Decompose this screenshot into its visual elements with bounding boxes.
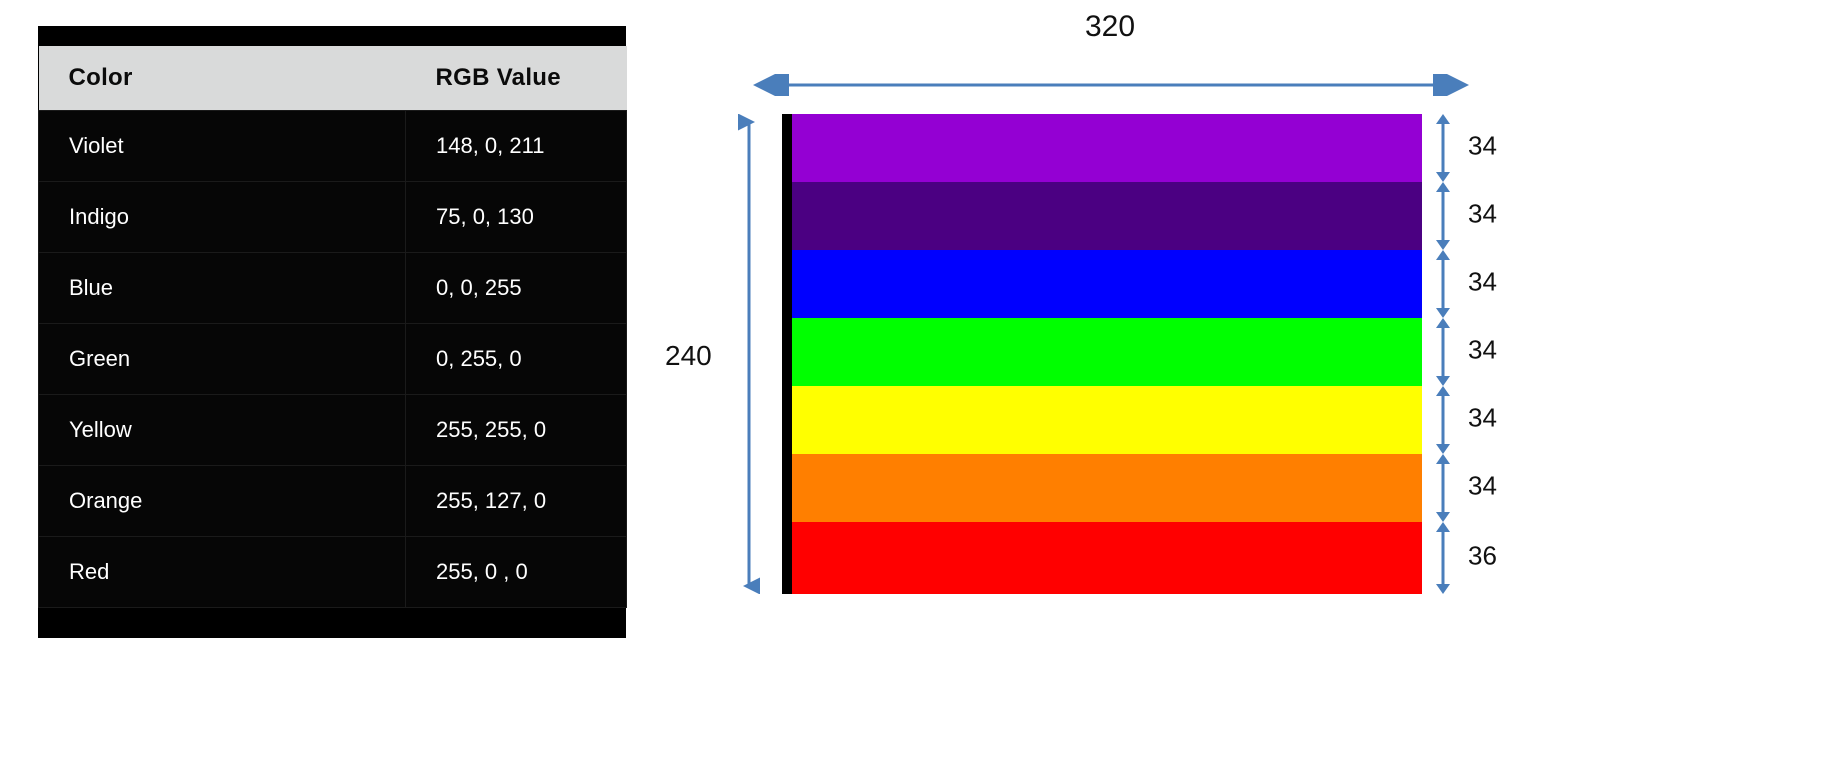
band-height-value: 34 [1468,403,1497,434]
width-arrow [751,74,1471,96]
rainbow-band [792,454,1422,522]
table-header-row: Color RGB Value [39,46,627,111]
cell-rgb-value: 255, 127, 0 [406,466,627,537]
band-height-value: 34 [1468,131,1497,162]
band-height-value: 34 [1468,335,1497,366]
cell-color-name: Orange [39,466,406,537]
band-height-arrow: 34 [1428,250,1518,318]
cell-color-name: Green [39,324,406,395]
band-height-arrow: 36 [1428,522,1518,594]
rainbow-band [792,386,1422,454]
rgb-table: Color RGB Value Violet148, 0, 211Indigo7… [38,46,627,608]
cell-rgb-value: 0, 255, 0 [406,324,627,395]
band-height-arrow: 34 [1428,114,1518,182]
cell-rgb-value: 75, 0, 130 [406,182,627,253]
rainbow-band [792,114,1422,182]
band-height-arrow: 34 [1428,182,1518,250]
cell-rgb-value: 255, 0 , 0 [406,537,627,608]
cell-color-name: Red [39,537,406,608]
table-row: Yellow255, 255, 0 [39,395,627,466]
height-label: 240 [665,340,712,372]
rainbow-band [792,522,1422,594]
cell-color-name: Blue [39,253,406,324]
band-height-arrow: 34 [1428,454,1518,522]
band-height-arrow: 34 [1428,318,1518,386]
cell-rgb-value: 255, 255, 0 [406,395,627,466]
band-height-value: 34 [1468,471,1497,502]
width-label: 320 [1030,10,1190,44]
band-height-value: 34 [1468,199,1497,230]
rainbow-band [792,250,1422,318]
col-header-rgb: RGB Value [406,46,627,111]
height-arrow [738,114,760,594]
rainbow-band [792,182,1422,250]
table-row: Orange255, 127, 0 [39,466,627,537]
cell-color-name: Indigo [39,182,406,253]
band-height-value: 34 [1468,267,1497,298]
band-height-value: 36 [1468,541,1497,572]
cell-rgb-value: 0, 0, 255 [406,253,627,324]
cell-rgb-value: 148, 0, 211 [406,111,627,182]
table-row: Green0, 255, 0 [39,324,627,395]
col-header-color: Color [39,46,406,111]
cell-color-name: Violet [39,111,406,182]
rainbow-band [792,318,1422,386]
table-row: Indigo75, 0, 130 [39,182,627,253]
rgb-table-container: Color RGB Value Violet148, 0, 211Indigo7… [38,26,626,638]
cell-color-name: Yellow [39,395,406,466]
band-height-arrow: 34 [1428,386,1518,454]
rainbow-dimension-diagram: 320 240 [720,10,1580,630]
rainbow-block [782,114,1422,594]
table-row: Violet148, 0, 211 [39,111,627,182]
table-row: Blue0, 0, 255 [39,253,627,324]
table-row: Red255, 0 , 0 [39,537,627,608]
